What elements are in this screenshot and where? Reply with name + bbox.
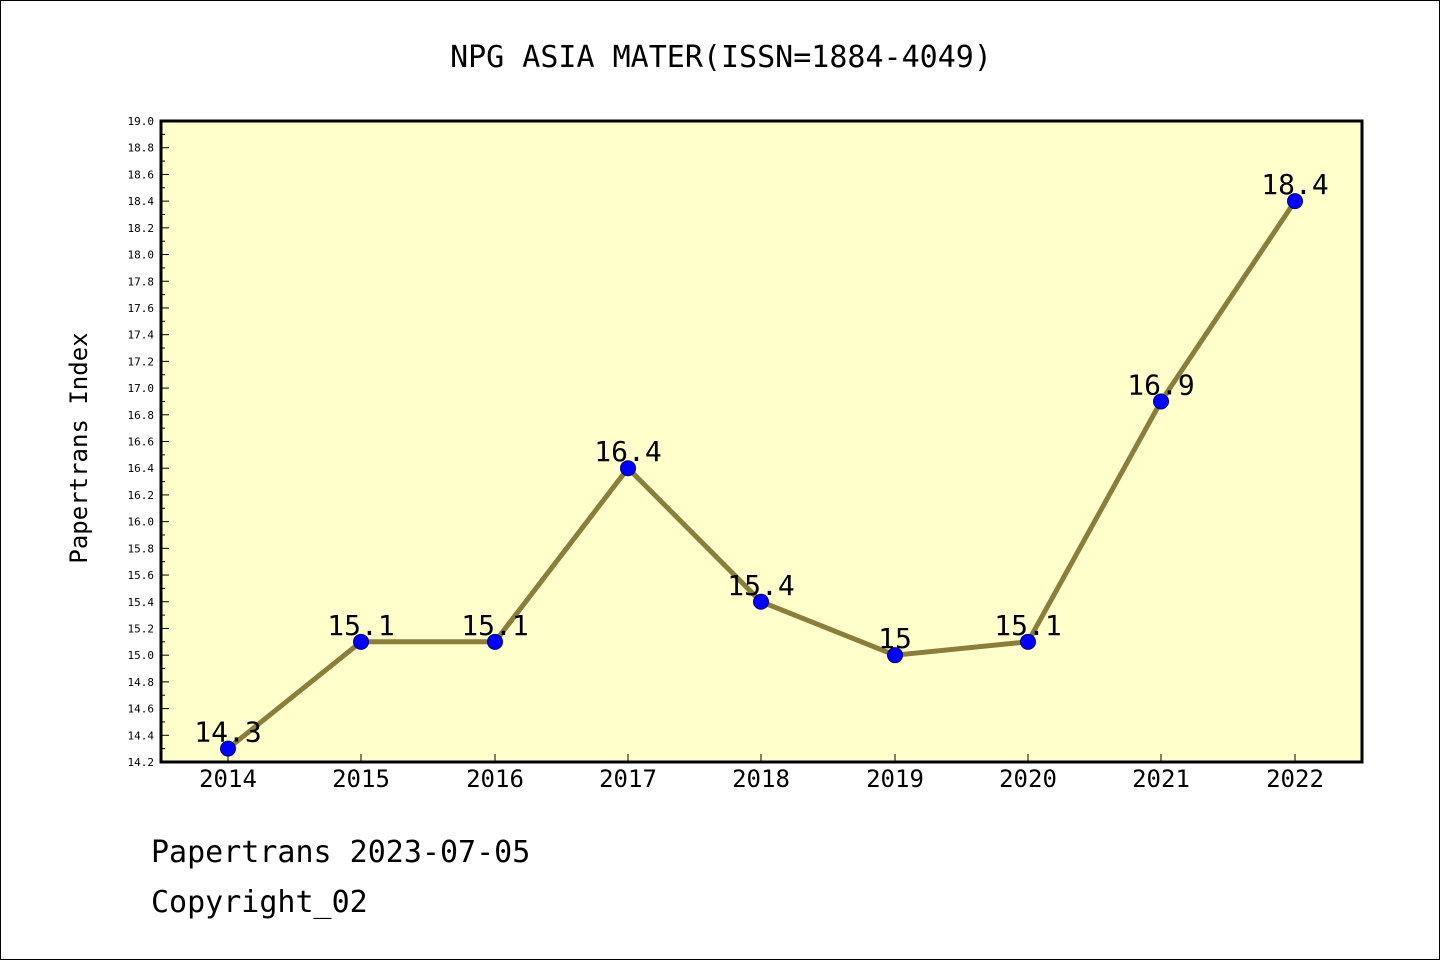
data-label: 14.3	[194, 716, 261, 749]
data-point	[1287, 193, 1303, 210]
y-tick-label: 17.4	[128, 329, 155, 342]
y-tick-label: 15.2	[128, 622, 155, 635]
data-point	[220, 740, 236, 757]
x-tick-label: 2019	[866, 765, 924, 793]
y-tick-label: 16.8	[128, 409, 155, 422]
y-tick-label: 15.6	[128, 569, 155, 582]
y-tick-label: 14.6	[128, 703, 155, 716]
x-tick-label: 2018	[732, 765, 790, 793]
x-tick-label: 2016	[466, 765, 524, 793]
y-tick-label: 18.8	[128, 142, 155, 155]
x-axis-ticks: 2014 2015 2016 2017 2018 2019 2020 2021 2022	[199, 754, 1324, 793]
data-label: 15.1	[461, 609, 528, 642]
y-tick-label: 18.0	[128, 249, 155, 262]
y-tick-label: 14.8	[128, 676, 155, 689]
data-label: 16.9	[1127, 368, 1194, 401]
footer-copyright: Copyright_02	[151, 885, 368, 920]
data-labels: 14.3 15.1 15.1 16.4 15.4 15 15.1 16.9 18.4	[194, 168, 1328, 749]
x-tick-label: 2017	[599, 765, 657, 793]
y-tick-label: 19.0	[128, 115, 155, 128]
y-tick-label: 17.6	[128, 302, 155, 315]
data-point	[353, 633, 369, 650]
y-tick-label: 16.4	[128, 462, 155, 475]
footer-date: Papertrans 2023-07-05	[151, 835, 531, 870]
x-tick-label: 2022	[1266, 765, 1324, 793]
data-label: 18.4	[1261, 168, 1328, 201]
y-tick-label: 18.2	[128, 222, 155, 235]
y-tick-label: 17.8	[128, 275, 155, 288]
y-axis-ticks: 14.2 14.4 14.6 14.8 15.0 15.2 15.4 15.6 15.8 16.0…	[128, 115, 169, 769]
x-tick-label: 2021	[1132, 765, 1190, 793]
data-point	[887, 647, 903, 664]
data-label: 15.1	[327, 609, 394, 642]
data-point	[487, 633, 503, 650]
y-axis-label: Papertrans Index	[65, 332, 93, 563]
y-tick-label: 15.0	[128, 649, 155, 662]
plot-area	[159, 119, 1364, 764]
data-point	[620, 460, 636, 477]
y-tick-label: 18.4	[128, 195, 155, 208]
y-tick-label: 17.2	[128, 355, 155, 368]
data-label: 15.4	[727, 569, 794, 602]
y-tick-label: 15.8	[128, 542, 155, 555]
chart-title: NPG ASIA MATER(ISSN=1884-4049)	[450, 40, 992, 75]
x-tick-label: 2015	[332, 765, 390, 793]
y-tick-label: 16.6	[128, 436, 155, 449]
x-tick-label: 2014	[199, 765, 257, 793]
data-point	[1020, 633, 1036, 650]
data-label: 16.4	[594, 435, 661, 468]
x-tick-label: 2020	[999, 765, 1057, 793]
y-tick-label: 14.2	[128, 756, 155, 769]
data-markers	[220, 193, 1303, 757]
y-tick-label: 16.0	[128, 516, 155, 529]
data-point	[753, 593, 769, 610]
y-tick-label: 14.4	[128, 729, 155, 742]
y-tick-label: 15.4	[128, 596, 155, 609]
data-label: 15.1	[994, 609, 1061, 642]
data-label: 15	[878, 622, 912, 655]
data-point	[1153, 393, 1169, 410]
y-tick-label: 18.6	[128, 168, 155, 181]
y-tick-label: 17.0	[128, 382, 155, 395]
y-tick-label: 16.2	[128, 489, 155, 502]
